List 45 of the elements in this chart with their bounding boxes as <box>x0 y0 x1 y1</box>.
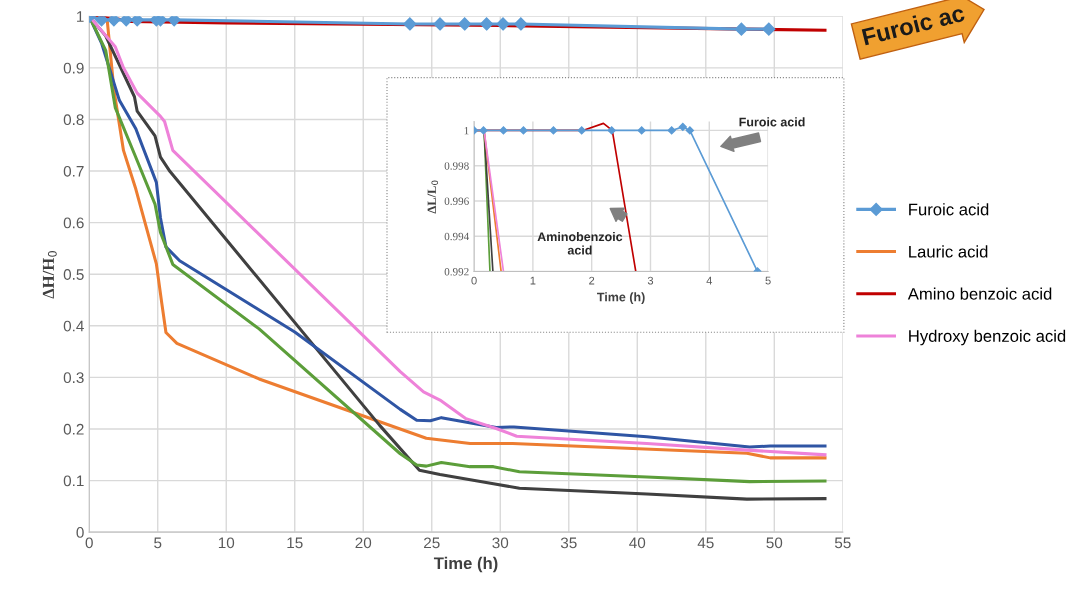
annotation: Furoic acid <box>739 117 805 127</box>
x-tick-label: 55 <box>834 537 851 549</box>
legend-label: Amino benzoic acid <box>907 287 1052 300</box>
y-tick-label: 0.998 <box>444 162 469 170</box>
y-axis-title: ΔH/H$_{0}$ <box>42 250 57 299</box>
x-tick-label: 3 <box>647 276 654 285</box>
x-tick-label: 35 <box>560 537 577 549</box>
legend-label: Furoic acid <box>909 203 989 216</box>
x-tick-label: 30 <box>492 537 509 549</box>
y-tick-label: 0.996 <box>444 197 469 205</box>
y-axis-title: ΔL/L$_{0}$ <box>427 180 439 214</box>
x-tick-label: 25 <box>424 537 440 549</box>
x-tick-label: 1 <box>530 276 536 285</box>
y-tick-label: 0.8 <box>63 114 84 126</box>
y-tick-label: 0.5 <box>63 269 84 280</box>
y-tick-label: 0.7 <box>63 165 84 177</box>
y-tick-label: 0.994 <box>444 232 470 241</box>
y-tick-label: 0.3 <box>63 372 84 384</box>
x-tick-label: 50 <box>766 537 783 549</box>
x-tick-label: 0 <box>471 276 477 285</box>
x-tick-label: 5 <box>154 537 162 549</box>
y-tick-label: 1 <box>77 11 84 22</box>
x-tick-label: 2 <box>589 276 595 285</box>
legend-label: Hydroxy benzoic acid <box>909 329 1066 346</box>
y-tick-label: 1 <box>464 126 469 135</box>
y-tick-label: 0.992 <box>444 267 469 276</box>
y-tick-label: 0 <box>76 527 84 538</box>
y-tick-label: 0.2 <box>63 423 84 435</box>
text: Furoic ac <box>861 3 966 46</box>
x-axis-title: Time (h) <box>433 556 498 573</box>
x-tick-label: 4 <box>706 276 713 285</box>
y-tick-label: 0.9 <box>63 62 84 74</box>
legend-label: Lauric acid <box>909 245 988 258</box>
x-tick-label: 40 <box>629 537 646 549</box>
y-tick-label: 0.6 <box>63 217 84 229</box>
x-tick-label: 10 <box>218 537 235 549</box>
annotation: Aminobenzoic acid <box>537 231 623 255</box>
x-tick-label: 20 <box>355 537 372 549</box>
y-tick-label: 0.4 <box>63 320 84 332</box>
y-tick-label: 0.1 <box>63 475 84 487</box>
x-tick-label: 45 <box>697 537 714 549</box>
x-tick-label: 0 <box>85 537 93 549</box>
x-axis-title: Time (h) <box>597 292 645 304</box>
x-tick-label: 5 <box>765 276 771 285</box>
x-tick-label: 15 <box>287 537 303 549</box>
